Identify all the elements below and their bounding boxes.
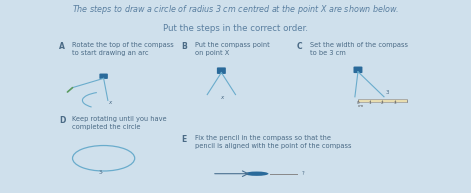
Text: D: D — [59, 116, 65, 125]
Text: 3: 3 — [393, 101, 396, 105]
Text: 3-: 3- — [98, 170, 104, 175]
Text: E: E — [181, 135, 187, 144]
Text: ?: ? — [301, 171, 304, 176]
Text: C: C — [297, 42, 302, 52]
Text: The steps to draw a circle of radius 3 cm centred at the point $X$ are shown bel: The steps to draw a circle of radius 3 c… — [72, 3, 399, 16]
Text: 1: 1 — [369, 101, 372, 105]
Text: x: x — [108, 100, 111, 105]
Text: cm: cm — [358, 104, 365, 108]
Text: A: A — [59, 42, 65, 52]
FancyBboxPatch shape — [99, 74, 108, 79]
Text: Fix the pencil in the compass so that the
pencil is aligned with the point of th: Fix the pencil in the compass so that th… — [195, 135, 351, 149]
Text: Set the width of the compass
to be 3 cm: Set the width of the compass to be 3 cm — [310, 42, 408, 56]
Text: Rotate the top of the compass
to start drawing an arc: Rotate the top of the compass to start d… — [72, 42, 174, 56]
Text: Put the steps in the correct order.: Put the steps in the correct order. — [163, 24, 308, 33]
Text: x: x — [220, 95, 223, 100]
Text: 3: 3 — [385, 90, 389, 95]
Text: 0: 0 — [357, 101, 359, 105]
Text: Put the compass point
on point X: Put the compass point on point X — [195, 42, 269, 56]
Text: B: B — [181, 42, 187, 52]
Text: Keep rotating until you have
completed the circle: Keep rotating until you have completed t… — [72, 116, 167, 130]
Ellipse shape — [245, 172, 268, 176]
FancyBboxPatch shape — [217, 67, 226, 74]
Text: 2: 2 — [381, 101, 384, 105]
FancyBboxPatch shape — [353, 67, 363, 73]
Bar — [358, 99, 407, 102]
